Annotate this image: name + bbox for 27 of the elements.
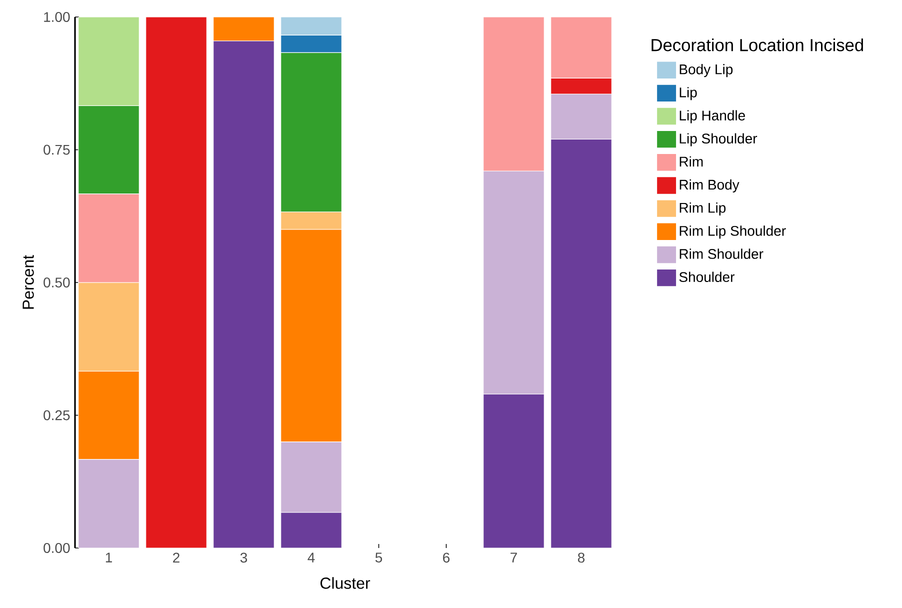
y-axis-title: Percent [22,255,34,309]
y-tick-label: 0.00 [44,543,70,553]
legend-label: Rim Lip [680,202,726,216]
legend-label: Rim Shoulder [680,248,764,259]
legend-title: Decoration Location Incised [652,38,863,52]
x-tick-label: 2 [173,552,180,562]
y-tick-label: 0.75 [44,144,70,155]
legend-label: Body Lip [680,64,733,78]
legend-label: Lip Shoulder [680,133,758,146]
legend-label: Rim Lip Shoulder [680,226,786,239]
y-tick-label: 0.25 [44,410,70,420]
legend-label: Lip [680,87,697,100]
x-tick-label: 7 [510,552,517,562]
x-tick-label: 8 [578,552,585,563]
x-tick-label: 4 [308,552,315,562]
legend-label: Shoulder [679,272,735,282]
x-axis-title: Cluster [320,577,370,589]
x-tick-label: 1 [106,552,112,562]
bar [146,16,207,548]
x-tick-label: 6 [443,552,450,563]
y-tick-label: 0.50 [44,278,70,288]
legend-label: Rim [680,156,703,166]
legend-label: Lip Handle [680,110,745,124]
y-tick-label: 1.00 [44,12,70,22]
x-tick-label: 3 [240,552,248,563]
x-tick-label: 5 [375,552,382,562]
legend-label: Rim Body [680,179,740,192]
